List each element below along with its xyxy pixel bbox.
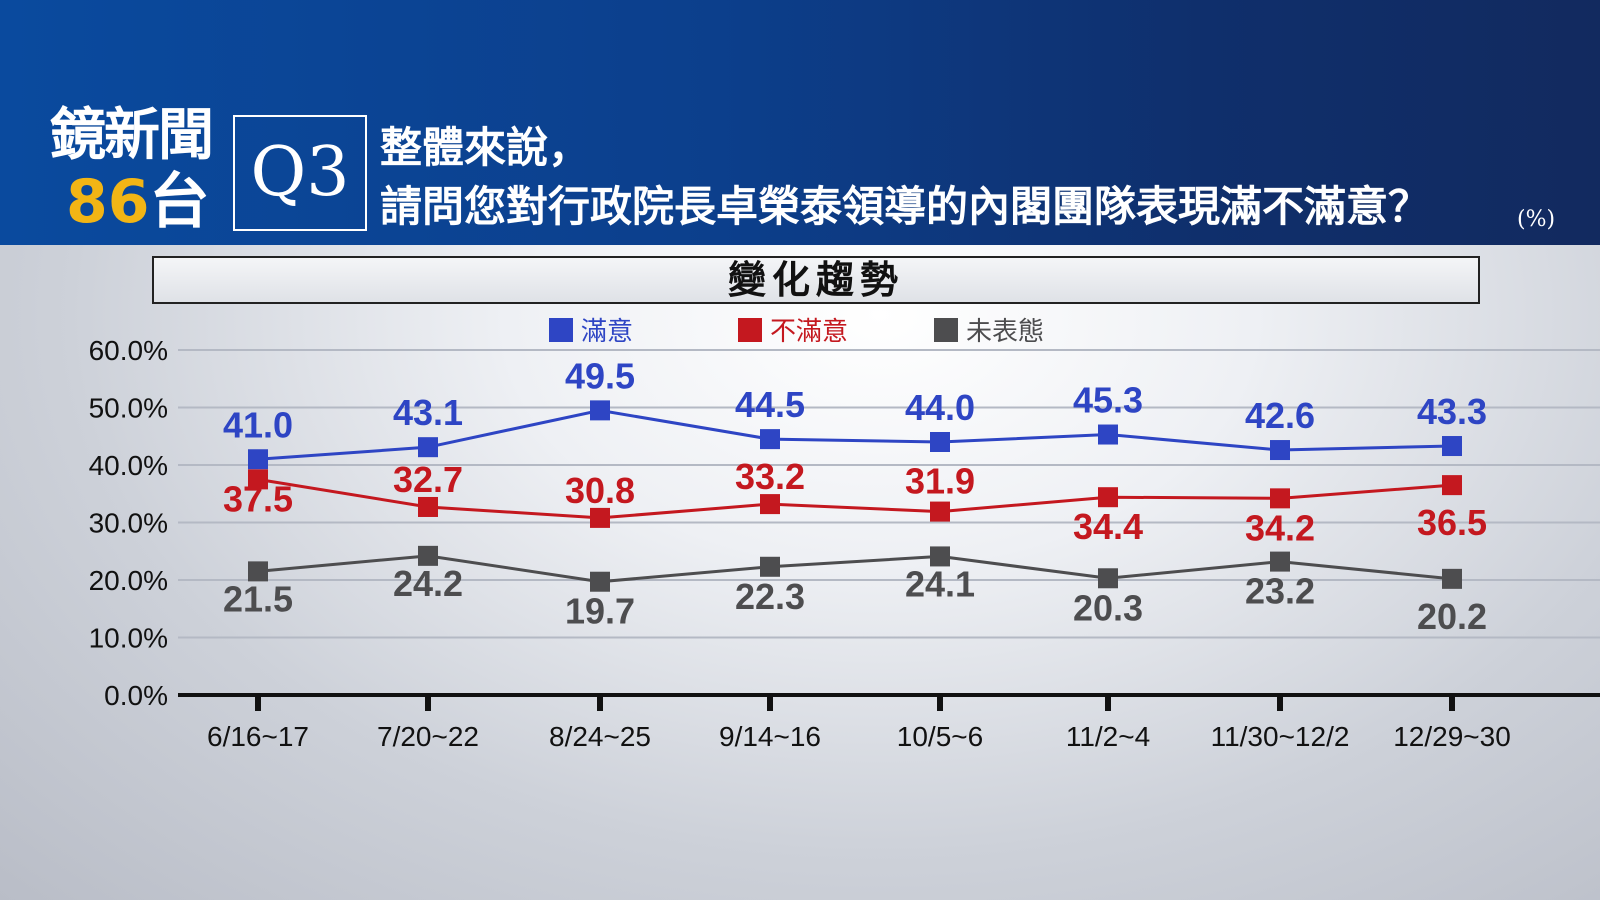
data-point bbox=[418, 437, 438, 458]
y-tick-label: 30.0% bbox=[89, 508, 168, 539]
data-label: 44.0 bbox=[905, 387, 975, 428]
legend-swatch bbox=[549, 318, 573, 342]
data-label: 24.2 bbox=[393, 563, 463, 604]
data-label: 34.4 bbox=[1073, 506, 1143, 547]
data-label: 30.8 bbox=[565, 470, 635, 511]
data-label: 20.3 bbox=[1073, 587, 1143, 628]
data-label: 43.3 bbox=[1417, 391, 1487, 432]
data-point bbox=[1270, 551, 1290, 572]
data-label: 49.5 bbox=[565, 355, 635, 396]
data-point bbox=[1098, 487, 1118, 508]
y-tick-label: 60.0% bbox=[89, 335, 168, 366]
y-tick-label: 50.0% bbox=[89, 393, 168, 424]
data-point bbox=[1442, 475, 1462, 496]
data-label: 21.5 bbox=[223, 578, 293, 619]
x-tick-label: 10/5~6 bbox=[897, 721, 983, 752]
y-tick-label: 40.0% bbox=[89, 450, 168, 481]
data-label: 20.2 bbox=[1417, 596, 1487, 637]
data-label: 34.2 bbox=[1245, 507, 1315, 548]
y-tick-label: 0.0% bbox=[104, 680, 168, 711]
data-point bbox=[930, 546, 950, 567]
logo-number: 86 bbox=[66, 167, 150, 237]
data-label: 31.9 bbox=[905, 461, 975, 502]
data-point bbox=[760, 494, 780, 515]
legend-label: 不滿意 bbox=[770, 317, 848, 347]
data-point bbox=[1098, 424, 1118, 445]
data-point bbox=[930, 501, 950, 522]
data-label: 44.5 bbox=[735, 384, 805, 425]
data-point bbox=[930, 432, 950, 452]
data-point bbox=[760, 556, 780, 577]
y-tick-label: 20.0% bbox=[89, 565, 168, 596]
x-tick-label: 6/16~17 bbox=[207, 721, 309, 752]
data-point bbox=[590, 571, 610, 592]
data-point bbox=[1270, 488, 1290, 509]
data-point bbox=[248, 561, 268, 582]
data-point bbox=[248, 469, 268, 490]
data-point bbox=[760, 429, 780, 450]
data-label: 43.1 bbox=[393, 392, 463, 433]
data-label: 32.7 bbox=[393, 459, 463, 500]
data-label: 36.5 bbox=[1417, 502, 1487, 543]
data-label: 45.3 bbox=[1073, 380, 1143, 421]
data-label: 22.3 bbox=[735, 576, 805, 617]
data-point bbox=[1442, 436, 1462, 457]
x-tick-label: 11/30~12/2 bbox=[1211, 721, 1350, 752]
x-tick-label: 12/29~30 bbox=[1393, 721, 1511, 752]
legend-label: 滿意 bbox=[581, 317, 633, 347]
series-line bbox=[257, 477, 1453, 520]
legend-swatch bbox=[934, 318, 958, 342]
x-tick-label: 7/20~22 bbox=[377, 721, 479, 752]
chart-title: 變化趨勢 bbox=[152, 256, 1480, 304]
data-point bbox=[248, 449, 268, 470]
x-tick-label: 8/24~25 bbox=[549, 721, 651, 752]
data-label: 23.2 bbox=[1245, 571, 1315, 612]
data-point bbox=[418, 545, 438, 566]
y-tick-label: 10.0% bbox=[89, 623, 168, 654]
legend-label: 未表態 bbox=[966, 317, 1044, 347]
data-label: 37.5 bbox=[223, 478, 293, 519]
data-point bbox=[590, 507, 610, 528]
series-line bbox=[257, 408, 1453, 461]
question-number-box: Q3 bbox=[233, 115, 367, 231]
data-point bbox=[1270, 440, 1290, 461]
series-line bbox=[257, 554, 1453, 584]
logo-text: 鏡新聞 bbox=[50, 103, 214, 168]
x-tick-label: 9/14~16 bbox=[719, 721, 821, 752]
legend-swatch bbox=[738, 318, 762, 342]
x-tick-label: 11/2~4 bbox=[1066, 721, 1150, 752]
data-label: 33.2 bbox=[735, 456, 805, 497]
data-point bbox=[418, 496, 438, 517]
data-label: 42.6 bbox=[1245, 395, 1315, 436]
unit-label: (%) bbox=[1517, 207, 1556, 232]
logo-suffix: 台 bbox=[149, 167, 210, 237]
data-point bbox=[1098, 568, 1118, 589]
data-label: 24.1 bbox=[905, 563, 975, 604]
data-label: 19.7 bbox=[565, 591, 635, 632]
question-line-1: 整體來說， bbox=[380, 123, 591, 172]
data-label: 41.0 bbox=[223, 404, 293, 445]
question-line-2: 請問您對行政院長卓榮泰領導的內閣團隊表現滿不滿意？ bbox=[380, 182, 1431, 231]
data-point bbox=[1442, 568, 1462, 589]
logo-channel: 86台 bbox=[66, 172, 210, 232]
header-banner: 鏡新聞 86台 Q3 整體來說， 請問您對行政院長卓榮泰領導的內閣團隊表現滿不滿… bbox=[0, 0, 1600, 245]
data-point bbox=[590, 400, 610, 421]
